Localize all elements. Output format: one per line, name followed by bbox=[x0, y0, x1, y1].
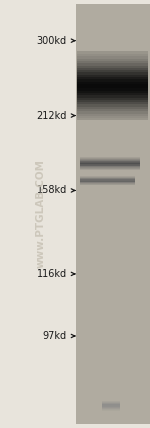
Bar bbox=[80, 159, 140, 160]
Bar bbox=[80, 167, 140, 168]
Text: 97kd: 97kd bbox=[43, 331, 67, 341]
Bar bbox=[102, 405, 120, 406]
Bar bbox=[102, 401, 120, 402]
Bar bbox=[102, 408, 120, 409]
Bar bbox=[80, 179, 135, 180]
Bar bbox=[77, 94, 148, 98]
Text: www.PTGLAB.COM: www.PTGLAB.COM bbox=[36, 160, 45, 268]
Bar bbox=[77, 85, 148, 89]
Bar bbox=[77, 78, 148, 82]
Bar bbox=[77, 65, 148, 68]
Bar bbox=[102, 402, 120, 403]
Bar bbox=[80, 182, 135, 183]
Bar bbox=[77, 101, 148, 104]
Bar bbox=[80, 180, 135, 181]
Bar bbox=[77, 108, 148, 111]
Bar bbox=[77, 92, 148, 95]
Bar bbox=[80, 168, 140, 169]
Bar bbox=[80, 183, 135, 184]
Bar bbox=[77, 60, 148, 63]
Bar bbox=[77, 113, 148, 116]
Bar bbox=[77, 53, 148, 56]
Bar bbox=[80, 167, 140, 168]
Bar bbox=[77, 69, 148, 72]
Bar bbox=[80, 159, 140, 160]
Bar bbox=[102, 403, 120, 404]
Bar bbox=[77, 117, 148, 120]
Bar bbox=[77, 71, 148, 74]
Bar bbox=[76, 4, 150, 424]
Bar bbox=[80, 158, 140, 159]
Bar bbox=[77, 62, 148, 65]
Bar bbox=[77, 87, 148, 91]
Bar bbox=[77, 80, 148, 84]
Bar bbox=[80, 160, 140, 161]
Bar bbox=[77, 106, 148, 109]
Bar bbox=[77, 115, 148, 118]
Bar bbox=[77, 89, 148, 93]
Bar bbox=[102, 409, 120, 410]
Bar bbox=[80, 165, 140, 166]
Text: 158kd: 158kd bbox=[36, 185, 67, 196]
Bar bbox=[102, 406, 120, 407]
Bar bbox=[102, 404, 120, 405]
Bar bbox=[102, 407, 120, 408]
Bar bbox=[77, 99, 148, 102]
Bar bbox=[102, 406, 120, 407]
Bar bbox=[77, 51, 148, 54]
Bar bbox=[77, 67, 148, 70]
Bar bbox=[102, 410, 120, 411]
Bar bbox=[80, 163, 140, 164]
Bar bbox=[102, 409, 120, 410]
Bar bbox=[80, 178, 135, 179]
Bar bbox=[80, 169, 140, 170]
Bar bbox=[80, 157, 140, 158]
Bar bbox=[77, 83, 148, 86]
Bar bbox=[102, 402, 120, 403]
Text: 300kd: 300kd bbox=[37, 36, 67, 46]
Bar bbox=[77, 110, 148, 113]
Bar bbox=[80, 164, 140, 165]
Bar bbox=[77, 104, 148, 107]
Bar bbox=[80, 161, 140, 162]
Bar bbox=[77, 58, 148, 61]
Bar bbox=[77, 97, 148, 100]
Bar bbox=[80, 177, 135, 178]
Bar bbox=[102, 407, 120, 408]
Bar bbox=[77, 55, 148, 59]
Bar bbox=[80, 177, 135, 178]
Bar bbox=[77, 76, 148, 79]
Bar bbox=[80, 166, 140, 167]
Text: 212kd: 212kd bbox=[36, 110, 67, 121]
Text: 116kd: 116kd bbox=[37, 269, 67, 279]
Bar bbox=[80, 162, 140, 163]
Bar bbox=[77, 74, 148, 77]
Bar bbox=[80, 168, 140, 169]
Bar bbox=[80, 158, 140, 159]
Bar bbox=[80, 181, 135, 182]
